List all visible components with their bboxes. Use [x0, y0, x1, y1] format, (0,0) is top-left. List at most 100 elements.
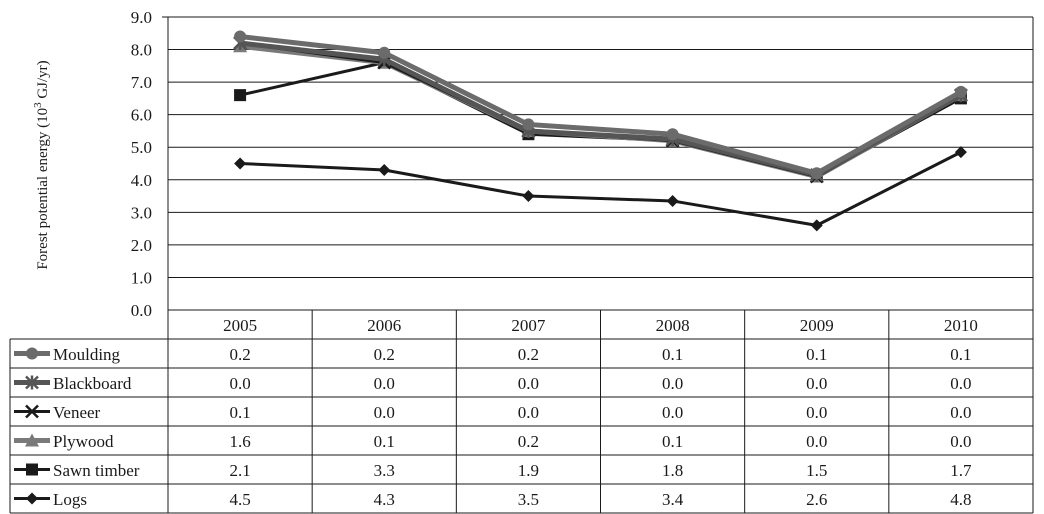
series-line	[239, 61, 962, 179]
table-cell-value: 0.0	[374, 403, 395, 422]
legend-series-name: Plywood	[53, 432, 114, 451]
legend-key-marker	[26, 492, 38, 505]
data-point	[954, 146, 967, 159]
y-tick-label: 0.0	[131, 301, 152, 320]
table-cell-value: 4.3	[374, 490, 395, 509]
legend-series-name: Logs	[53, 490, 87, 509]
table-cell-value: 0.2	[374, 345, 395, 364]
table-cell-value: 0.1	[662, 345, 683, 364]
y-tick-label: 4.0	[131, 171, 152, 190]
table-cell-value: 4.8	[950, 490, 971, 509]
data-table: 2005 2006 2007 2008 2009 2010 Moulding 0.2 0.2 0.…	[9, 309, 1034, 514]
table-cell-value: 1.9	[518, 461, 539, 480]
data-point	[234, 89, 247, 102]
table-cell-value: 1.6	[229, 432, 250, 451]
table-cell-value: 4.5	[229, 490, 250, 509]
table-cell-value: 1.8	[662, 461, 683, 480]
table-cell-value: 0.0	[806, 374, 827, 393]
legend-key	[14, 433, 50, 447]
table-cell-value: 0.2	[518, 432, 539, 451]
legend-series-name: Blackboard	[53, 374, 132, 393]
table-cell-value: 0.0	[518, 374, 539, 393]
legend-key	[14, 404, 50, 419]
series-sawn-timber	[234, 56, 967, 183]
legend-series-name: Veneer	[53, 403, 101, 422]
series-logs	[234, 146, 967, 232]
table-cell-value: 1.5	[806, 461, 827, 480]
series-plywood	[233, 39, 968, 183]
table-cell-value: 0.0	[950, 403, 971, 422]
table-cell-value: 0.0	[950, 374, 971, 393]
table-cell-value: 0.0	[374, 374, 395, 393]
data-point	[810, 219, 823, 232]
y-axis-title-superscript: 3	[32, 102, 44, 108]
table-cell-value: 0.1	[806, 345, 827, 364]
table-cell-value: 3.5	[518, 490, 539, 509]
data-point	[378, 46, 391, 59]
y-axis-title-unit: GJ/yr)	[35, 60, 51, 102]
table-cell-value: 0.1	[950, 345, 971, 364]
data-point	[522, 118, 535, 131]
table-cell-value: 0.0	[806, 403, 827, 422]
legend-series-name: Moulding	[53, 345, 121, 364]
y-axis-title-text: Forest potential energy (10	[35, 108, 51, 270]
data-point	[378, 164, 391, 177]
table-cell-value: 0.1	[229, 403, 250, 422]
legend-key	[14, 492, 50, 505]
data-point	[666, 128, 679, 141]
axis-layer: 0.0 1.0 2.0 3.0 4.0 5.0 6.0 7.0 8.0 9.0	[131, 8, 1034, 320]
legend-key-marker	[25, 433, 39, 447]
y-tick-label: 2.0	[131, 236, 152, 255]
table-cell-value: 3.3	[374, 461, 395, 480]
table-cell-value: 0.2	[229, 345, 250, 364]
table-cell-value: 0.0	[806, 432, 827, 451]
table-cell-value: 0.0	[662, 403, 683, 422]
table-cell-value: 1.7	[950, 461, 972, 480]
legend-key	[14, 463, 50, 476]
grid-layer	[168, 16, 1033, 311]
data-point	[234, 157, 247, 170]
table-cell-value: 0.2	[518, 345, 539, 364]
table-cell-value: 0.0	[950, 432, 971, 451]
series-moulding	[234, 30, 967, 180]
table-cell-value: 0.1	[662, 432, 683, 451]
table-cell-value: 0.0	[229, 374, 250, 393]
x-category-label: 2005	[223, 316, 257, 335]
x-category-label: 2007	[511, 316, 546, 335]
legend-key-marker	[26, 347, 38, 360]
legend-series-name: Sawn timber	[53, 461, 140, 480]
y-tick-label: 3.0	[131, 203, 152, 222]
table-cell-value: 2.6	[806, 490, 827, 509]
y-tick-label: 9.0	[131, 8, 152, 27]
table-cell-value: 3.4	[662, 490, 684, 509]
y-tick-label: 7.0	[131, 73, 152, 92]
series-line	[239, 34, 963, 176]
x-category-label: 2010	[944, 316, 978, 335]
table-cell-value: 0.0	[662, 374, 683, 393]
x-category-label: 2009	[800, 316, 834, 335]
table-cell-value: 0.1	[374, 432, 395, 451]
x-category-label: 2006	[367, 316, 401, 335]
legend-key-marker	[26, 463, 38, 476]
table-cell-value: 0.0	[518, 403, 539, 422]
series-line	[240, 150, 962, 227]
data-point	[810, 167, 823, 180]
series-layer	[233, 30, 968, 232]
legend-key-marker	[25, 404, 39, 419]
legend-key	[14, 375, 50, 390]
y-tick-label: 8.0	[131, 41, 152, 60]
y-tick-label: 6.0	[131, 106, 152, 125]
legend-key-marker	[25, 375, 39, 390]
y-tick-label: 1.0	[131, 268, 152, 287]
data-point	[954, 85, 967, 98]
data-point	[234, 30, 247, 43]
y-axis-title: Forest potential energy (103 GJ/yr)	[32, 60, 51, 269]
y-tick-label: 5.0	[131, 138, 152, 157]
legend-key	[14, 347, 50, 360]
table-cell-value: 2.1	[229, 461, 250, 480]
data-point	[522, 190, 535, 203]
data-point	[666, 194, 679, 207]
x-category-label: 2008	[656, 316, 690, 335]
